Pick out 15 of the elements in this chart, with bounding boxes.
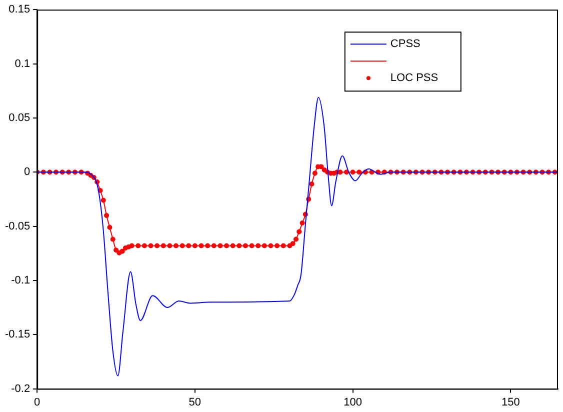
y-tick-label: -0.2 [11,382,30,395]
y-tick-label: 0.15 [8,4,30,16]
y-tick-label: -0.1 [11,274,30,286]
x-tick-label: 50 [188,396,202,408]
line-series [37,96,558,376]
y-tick-label: 0 [24,166,30,178]
x-tick-label: 0 [34,396,40,408]
x-tick-label: 150 [501,396,520,408]
legend-label: LOC PSS [390,72,438,84]
legend-label: CPSS [390,38,420,50]
y-tick-label: 0.1 [14,58,30,70]
x-tick-label: 100 [344,396,362,408]
y-tick-label: -0.05 [4,220,30,232]
y-tick-label: 0.05 [8,112,30,124]
y-tick-label: -0.15 [4,328,30,341]
